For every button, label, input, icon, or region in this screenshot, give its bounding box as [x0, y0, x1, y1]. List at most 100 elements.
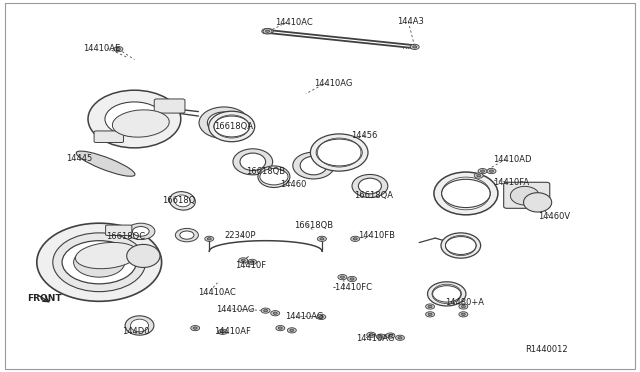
Ellipse shape	[113, 110, 169, 137]
Circle shape	[461, 305, 465, 308]
Ellipse shape	[88, 90, 181, 148]
Circle shape	[433, 286, 461, 302]
Circle shape	[338, 275, 347, 280]
Circle shape	[350, 278, 354, 280]
Circle shape	[477, 174, 481, 177]
Circle shape	[205, 236, 214, 241]
Circle shape	[278, 327, 282, 329]
Ellipse shape	[358, 178, 381, 194]
Ellipse shape	[258, 166, 290, 187]
Ellipse shape	[36, 223, 162, 301]
Circle shape	[239, 258, 248, 263]
Circle shape	[207, 238, 211, 240]
Text: 22340P: 22340P	[224, 231, 255, 240]
Text: FRONT: FRONT	[28, 294, 62, 303]
Text: R1440012: R1440012	[525, 345, 568, 354]
Text: 144A3: 144A3	[397, 17, 424, 26]
Circle shape	[218, 329, 227, 334]
Text: 16618QC: 16618QC	[106, 232, 145, 241]
Text: 14410AG: 14410AG	[216, 305, 255, 314]
FancyBboxPatch shape	[504, 182, 550, 208]
Circle shape	[459, 304, 468, 309]
Circle shape	[248, 259, 257, 264]
Circle shape	[459, 312, 468, 317]
Circle shape	[214, 116, 250, 137]
Text: 16618Q: 16618Q	[162, 196, 195, 205]
Circle shape	[241, 259, 245, 262]
Circle shape	[221, 331, 225, 333]
Circle shape	[379, 336, 383, 338]
Circle shape	[478, 169, 487, 174]
Circle shape	[487, 169, 496, 174]
Ellipse shape	[127, 244, 160, 267]
Circle shape	[317, 314, 326, 320]
Circle shape	[351, 236, 360, 241]
Text: 14460: 14460	[280, 180, 307, 189]
Ellipse shape	[300, 156, 327, 175]
Ellipse shape	[170, 192, 195, 210]
Circle shape	[426, 312, 435, 317]
Circle shape	[369, 334, 373, 336]
Circle shape	[348, 276, 356, 282]
Circle shape	[127, 223, 155, 240]
Circle shape	[271, 311, 280, 316]
Text: 16618QB: 16618QB	[294, 221, 333, 230]
Circle shape	[191, 326, 200, 331]
Ellipse shape	[131, 319, 148, 332]
Text: -14410FC: -14410FC	[333, 283, 372, 292]
Circle shape	[428, 313, 432, 315]
Circle shape	[474, 173, 483, 178]
Circle shape	[410, 44, 419, 49]
Text: 14480+A: 14480+A	[445, 298, 484, 307]
Circle shape	[413, 46, 417, 48]
Ellipse shape	[174, 195, 191, 207]
Circle shape	[396, 335, 404, 340]
Circle shape	[445, 237, 476, 254]
Text: 144D0: 144D0	[122, 327, 149, 336]
Text: 14445: 14445	[66, 154, 92, 163]
Text: 14460V: 14460V	[538, 212, 570, 221]
Text: 14410AG: 14410AG	[356, 334, 395, 343]
Ellipse shape	[511, 186, 539, 205]
Circle shape	[481, 170, 484, 172]
Ellipse shape	[428, 282, 466, 306]
Text: 14410FB: 14410FB	[358, 231, 396, 240]
Circle shape	[180, 231, 194, 239]
Circle shape	[426, 304, 435, 309]
Circle shape	[388, 334, 392, 337]
Circle shape	[175, 228, 198, 242]
Ellipse shape	[240, 153, 266, 170]
FancyBboxPatch shape	[106, 225, 132, 235]
Text: 14410AC: 14410AC	[275, 18, 313, 27]
Circle shape	[442, 179, 490, 208]
Circle shape	[62, 241, 136, 284]
Text: 14410AD: 14410AD	[493, 155, 531, 164]
Circle shape	[193, 327, 197, 329]
Circle shape	[461, 313, 465, 315]
Circle shape	[490, 170, 493, 172]
Text: 16618QB: 16618QB	[246, 167, 285, 176]
Text: 14410AF: 14410AF	[214, 327, 252, 336]
Circle shape	[340, 276, 344, 278]
Ellipse shape	[209, 111, 255, 142]
Circle shape	[386, 333, 395, 338]
Text: 14410AG: 14410AG	[314, 79, 352, 88]
Ellipse shape	[310, 134, 368, 171]
Circle shape	[273, 312, 277, 314]
Text: 14410AG: 14410AG	[285, 312, 323, 321]
Ellipse shape	[524, 193, 552, 212]
Ellipse shape	[199, 107, 249, 139]
Circle shape	[262, 29, 271, 34]
Ellipse shape	[441, 233, 481, 258]
Circle shape	[319, 316, 323, 318]
Circle shape	[116, 48, 120, 50]
Circle shape	[316, 139, 362, 166]
Ellipse shape	[207, 112, 241, 134]
Text: 14410AE: 14410AE	[83, 44, 120, 53]
FancyBboxPatch shape	[94, 131, 124, 142]
Circle shape	[264, 30, 268, 32]
Circle shape	[250, 261, 254, 263]
Circle shape	[353, 238, 357, 240]
Circle shape	[276, 326, 285, 331]
Circle shape	[266, 30, 269, 32]
